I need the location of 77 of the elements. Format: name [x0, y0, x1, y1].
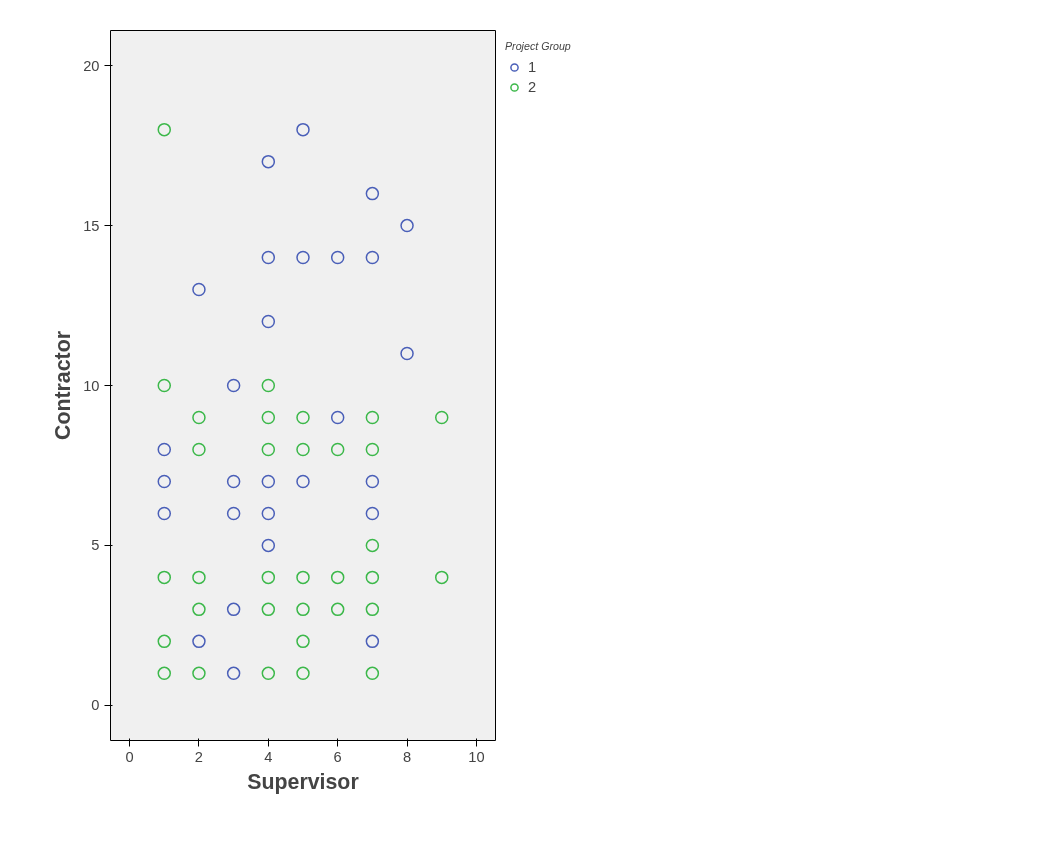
- y-tick-label: 5: [91, 537, 100, 554]
- point: [365, 474, 380, 489]
- point: [330, 410, 345, 425]
- point: [330, 602, 345, 617]
- point: [296, 122, 310, 137]
- point: [157, 666, 172, 681]
- point: [330, 250, 345, 265]
- point: [365, 506, 380, 521]
- point: [400, 218, 414, 233]
- point: [192, 570, 206, 585]
- point: [365, 186, 380, 201]
- point: [365, 538, 380, 553]
- point: [226, 602, 241, 617]
- point: [192, 410, 206, 425]
- point: [261, 666, 276, 681]
- point: [261, 250, 276, 265]
- point: [296, 410, 310, 425]
- point: [365, 602, 380, 617]
- point: [261, 570, 276, 585]
- point: [261, 506, 276, 521]
- legend-label: 1: [528, 59, 538, 75]
- point: [365, 634, 380, 649]
- point: [261, 154, 276, 169]
- x-tick-label: 8: [402, 748, 412, 765]
- point: [296, 570, 310, 585]
- point: [157, 442, 172, 457]
- point: [157, 122, 172, 137]
- point: [192, 282, 206, 297]
- point: [296, 442, 310, 457]
- y-tick-label: 15: [83, 217, 100, 234]
- x-axis-title: Supervisor: [247, 769, 359, 794]
- point: [261, 538, 276, 553]
- point: [226, 666, 241, 681]
- point: [157, 634, 172, 649]
- point: [226, 506, 241, 521]
- point: [434, 410, 449, 425]
- point: [365, 666, 380, 681]
- point: [192, 602, 206, 617]
- x-tick-label: 0: [125, 748, 134, 765]
- point: [296, 634, 310, 649]
- point: [192, 666, 206, 681]
- point: [157, 570, 172, 585]
- y-axis-title: Contractor: [51, 330, 76, 441]
- point: [226, 474, 241, 489]
- point: [330, 442, 345, 457]
- point: [400, 346, 414, 361]
- legend-title: Project Group: [505, 40, 571, 52]
- point: [330, 570, 345, 585]
- x-tick-label: 6: [333, 748, 342, 765]
- point: [296, 666, 310, 681]
- point: [434, 570, 449, 585]
- x-tick-label: 10: [468, 748, 485, 765]
- point: [226, 378, 241, 393]
- point: [261, 602, 276, 617]
- point: [296, 474, 310, 489]
- x-tick-label: 4: [264, 748, 273, 765]
- point: [192, 634, 206, 649]
- point: [261, 410, 276, 425]
- point: [261, 314, 276, 329]
- x-tick-label: 2: [194, 748, 204, 765]
- point: [157, 506, 172, 521]
- y-tick-label: 20: [83, 57, 100, 74]
- point: [365, 442, 380, 457]
- point: [261, 442, 276, 457]
- point: [296, 250, 310, 265]
- point: [157, 378, 172, 393]
- point: [261, 474, 276, 489]
- legend-label: 2: [528, 79, 538, 95]
- point: [365, 250, 380, 265]
- point: [365, 410, 380, 425]
- y-tick-label: 0: [91, 697, 100, 714]
- point: [365, 570, 380, 585]
- point: [157, 474, 172, 489]
- point: [296, 602, 310, 617]
- point: [192, 442, 206, 457]
- point: [261, 378, 276, 393]
- y-tick-label: 10: [83, 377, 100, 394]
